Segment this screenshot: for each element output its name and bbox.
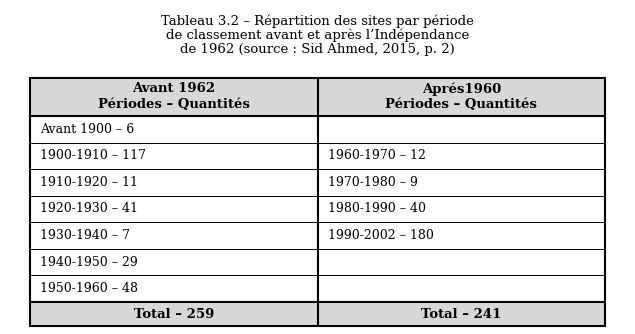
Text: 1970-1980 – 9: 1970-1980 – 9 [328, 176, 417, 189]
Text: 1940-1950 – 29: 1940-1950 – 29 [40, 256, 138, 269]
Text: Aprés1960: Aprés1960 [422, 82, 501, 96]
Text: Tableau 3.2 – Répartition des sites par période: Tableau 3.2 – Répartition des sites par … [161, 15, 474, 28]
Text: de classement avant et après l’Indépendance: de classement avant et après l’Indépenda… [166, 29, 469, 42]
Text: 1990-2002 – 180: 1990-2002 – 180 [328, 229, 433, 242]
Text: 1930-1940 – 7: 1930-1940 – 7 [40, 229, 130, 242]
Text: Périodes – Quantités: Périodes – Quantités [385, 99, 537, 112]
Text: 1950-1960 – 48: 1950-1960 – 48 [40, 282, 138, 295]
Bar [30, 78, 318, 116]
Text: Périodes – Quantités: Périodes – Quantités [98, 99, 250, 112]
Text: Total – 259: Total – 259 [133, 308, 214, 321]
Text: Avant 1962: Avant 1962 [132, 82, 215, 96]
Text: 1980-1990 – 40: 1980-1990 – 40 [328, 202, 425, 215]
Text: 1910-1920 – 11: 1910-1920 – 11 [40, 176, 138, 189]
Text: Total – 241: Total – 241 [421, 308, 502, 321]
Bar [30, 116, 605, 302]
Bar [318, 302, 605, 326]
Bar [318, 78, 605, 116]
Text: Avant 1900 – 6: Avant 1900 – 6 [40, 123, 134, 136]
Text: 1960-1970 – 12: 1960-1970 – 12 [328, 149, 425, 162]
Bar [30, 302, 318, 326]
Text: 1900-1910 – 117: 1900-1910 – 117 [40, 149, 146, 162]
Text: 1920-1930 – 41: 1920-1930 – 41 [40, 202, 138, 215]
Bar [30, 78, 605, 326]
Text: de 1962 (source : Sid Ahmed, 2015, p. 2): de 1962 (source : Sid Ahmed, 2015, p. 2) [180, 43, 455, 56]
